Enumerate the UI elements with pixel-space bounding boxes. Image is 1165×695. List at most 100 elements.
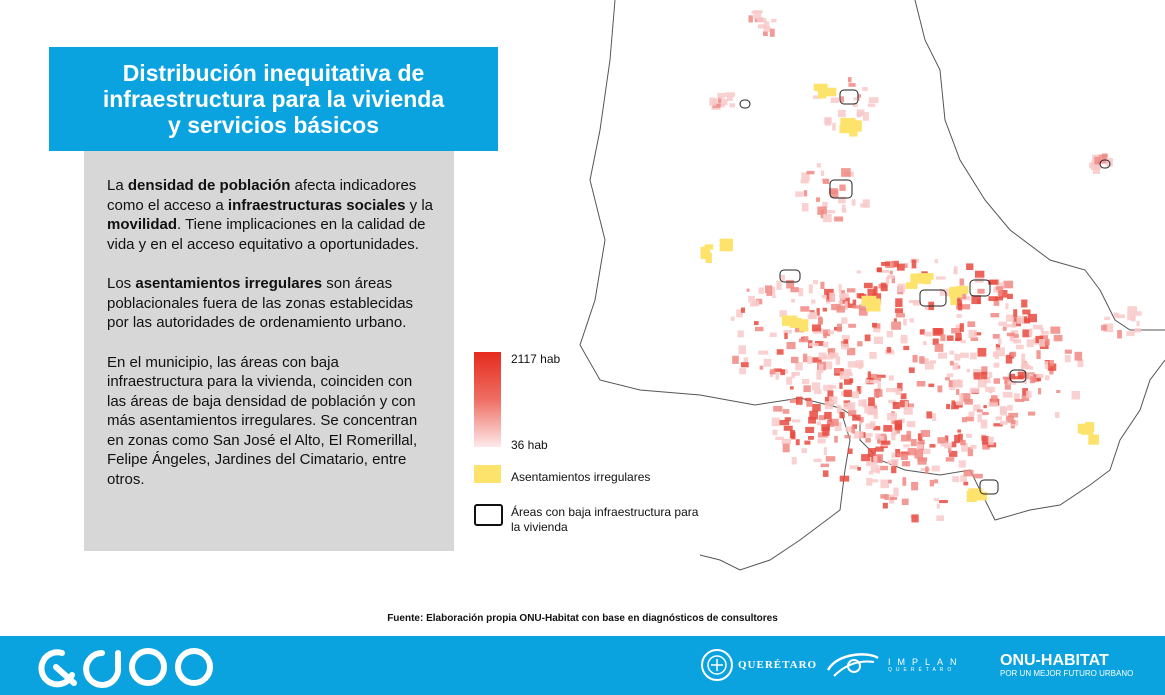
density-block bbox=[1010, 330, 1019, 335]
density-block bbox=[1041, 330, 1049, 335]
implan-swoosh-icon bbox=[826, 653, 879, 677]
density-block bbox=[926, 411, 933, 419]
density-block bbox=[1006, 415, 1014, 423]
density-block bbox=[919, 356, 925, 364]
density-block bbox=[826, 421, 835, 427]
density-map[interactable] bbox=[540, 0, 1165, 600]
density-block bbox=[1002, 391, 1013, 398]
density-block bbox=[786, 376, 793, 385]
density-block bbox=[873, 456, 878, 464]
density-block bbox=[1029, 376, 1036, 384]
onu-habitat-name: ONU-HABITAT bbox=[1000, 652, 1109, 669]
density-block bbox=[1064, 355, 1071, 363]
density-block bbox=[837, 109, 846, 118]
density-block bbox=[1027, 313, 1037, 323]
density-block bbox=[917, 457, 928, 462]
density-block bbox=[1101, 324, 1107, 331]
density-block bbox=[897, 263, 905, 271]
density-block bbox=[928, 383, 935, 387]
density-block bbox=[1036, 350, 1041, 359]
density-block bbox=[753, 10, 762, 20]
low-infrastructure-area bbox=[1099, 159, 1111, 169]
title-line-3: y servicios básicos bbox=[168, 112, 379, 138]
density-block bbox=[888, 399, 896, 404]
density-block bbox=[873, 414, 878, 419]
density-block bbox=[859, 304, 866, 311]
density-block bbox=[746, 288, 750, 292]
density-block bbox=[808, 343, 819, 347]
density-block bbox=[816, 370, 822, 380]
density-block bbox=[827, 330, 834, 335]
density-block bbox=[973, 404, 981, 412]
density-block bbox=[889, 497, 898, 500]
density-block bbox=[952, 362, 959, 370]
density-block bbox=[791, 371, 800, 376]
density-block bbox=[839, 411, 845, 419]
density-block bbox=[783, 329, 792, 334]
density-block bbox=[895, 423, 903, 431]
density-block bbox=[756, 17, 767, 23]
density-block bbox=[997, 289, 1003, 297]
density-block bbox=[791, 298, 795, 303]
density-block bbox=[1104, 316, 1110, 321]
density-block bbox=[846, 288, 856, 293]
density-block bbox=[951, 441, 957, 448]
density-block bbox=[766, 292, 773, 296]
title-line-1: Distribución inequitativa de bbox=[122, 60, 425, 86]
density-block bbox=[949, 360, 954, 366]
source-note: Fuente: Elaboración propia ONU-Habitat c… bbox=[387, 613, 778, 624]
density-block bbox=[822, 201, 828, 208]
density-block bbox=[1134, 328, 1141, 333]
density-block bbox=[782, 443, 790, 453]
density-block bbox=[911, 514, 919, 523]
density-block bbox=[839, 475, 850, 482]
density-block bbox=[877, 382, 881, 392]
density-block bbox=[924, 305, 928, 311]
density-block bbox=[752, 300, 760, 306]
density-block bbox=[861, 454, 871, 462]
density-block bbox=[835, 368, 841, 374]
density-block bbox=[1071, 391, 1080, 400]
density-block bbox=[985, 386, 995, 393]
density-block bbox=[876, 267, 882, 273]
density-block bbox=[900, 451, 911, 456]
density-block bbox=[929, 444, 936, 448]
density-block bbox=[816, 163, 821, 168]
density-block bbox=[960, 475, 967, 482]
density-block bbox=[758, 350, 769, 355]
density-block bbox=[949, 350, 955, 355]
density-block bbox=[808, 436, 814, 440]
density-block bbox=[967, 447, 974, 457]
low-infrastructure-area bbox=[979, 479, 999, 495]
density-block bbox=[840, 96, 845, 103]
density-block bbox=[808, 284, 813, 294]
legend-low-infra-label: Áreas con baja infraestructura para la v… bbox=[511, 505, 699, 534]
density-block bbox=[1004, 380, 1011, 390]
density-block bbox=[812, 324, 821, 332]
density-block bbox=[1113, 312, 1119, 317]
irregular-settlement bbox=[820, 87, 837, 97]
density-block bbox=[956, 400, 963, 406]
density-block bbox=[934, 343, 944, 352]
density-block bbox=[1040, 327, 1044, 332]
density-block bbox=[886, 347, 892, 353]
density-block bbox=[959, 394, 964, 403]
density-block bbox=[784, 417, 791, 422]
density-block bbox=[900, 334, 908, 344]
density-block bbox=[862, 87, 868, 92]
irregular-settlement bbox=[700, 246, 711, 260]
queretaro-logo: QUERÉTARO bbox=[700, 648, 817, 682]
info-paragraph-density: La densidad de población afecta indicado… bbox=[107, 176, 434, 254]
density-block bbox=[893, 318, 897, 322]
density-block bbox=[1009, 374, 1016, 380]
density-block bbox=[931, 465, 940, 472]
body-text: . Tiene implicaciones en la calidad de v… bbox=[107, 216, 426, 253]
density-block bbox=[1094, 157, 1100, 165]
density-block bbox=[852, 299, 857, 309]
density-block bbox=[952, 379, 963, 388]
density-block bbox=[897, 283, 906, 293]
density-block bbox=[1018, 374, 1024, 380]
density-block bbox=[971, 295, 981, 305]
density-block bbox=[911, 259, 917, 269]
density-block bbox=[982, 412, 989, 416]
